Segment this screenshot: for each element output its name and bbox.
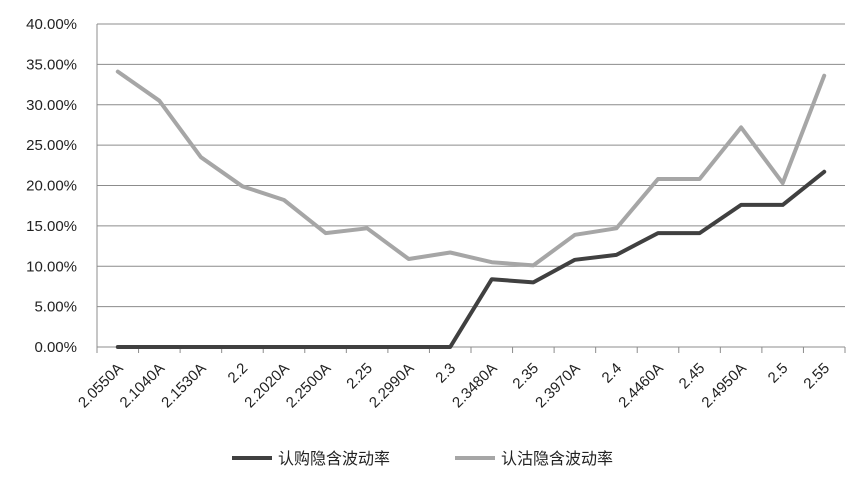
- y-tick-label: 30.00%: [26, 97, 77, 114]
- y-axis-tick-labels: 0.00% 5.00% 10.00% 15.00% 20.00% 25.00% 30.00%…: [26, 16, 77, 356]
- x-tick-label: 2.4460A: [615, 360, 667, 412]
- x-tick-label: 2.3480A: [449, 360, 501, 412]
- x-tick-label: 2.35: [509, 360, 542, 393]
- y-tick-label: 0.00%: [34, 339, 77, 356]
- x-tick-label: 2.2990A: [366, 360, 418, 412]
- x-tick-label: 2.4: [599, 360, 626, 387]
- x-tick-label: 2.2: [225, 360, 252, 387]
- y-tick-label: 25.00%: [26, 137, 77, 154]
- legend: 认购隐含波动率 认沽隐含波动率: [232, 449, 613, 468]
- series-line-put: [115, 69, 827, 268]
- gridlines: [97, 23, 845, 348]
- x-tick-label: 2.1040A: [117, 360, 169, 412]
- x-tick-label: 2.2500A: [283, 360, 335, 412]
- y-tick-label: 5.00%: [34, 299, 77, 316]
- x-tick-label: 2.4950A: [698, 360, 750, 412]
- x-tick-label: 2.0550A: [75, 360, 127, 412]
- y-tick-label: 35.00%: [26, 56, 77, 73]
- x-tick-label: 2.1530A: [158, 360, 210, 412]
- x-tick-label: 2.2020A: [241, 360, 293, 412]
- x-tick-label: 2.3970A: [532, 360, 584, 412]
- y-tick-label: 20.00%: [26, 178, 77, 195]
- y-tick-label: 15.00%: [26, 218, 77, 235]
- series-line-call: [115, 169, 827, 349]
- x-tick-label: 2.5: [765, 360, 792, 387]
- x-axis: [96, 24, 846, 353]
- x-tick-label: 2.3: [432, 360, 459, 387]
- series-lines: [115, 69, 827, 349]
- x-tick-label: 2.45: [676, 360, 709, 393]
- x-tick-label: 2.55: [800, 360, 833, 393]
- y-tick-label: 40.00%: [26, 16, 77, 33]
- legend-label-put: 认沽隐含波动率: [501, 449, 613, 468]
- legend-label-call: 认购隐含波动率: [278, 449, 390, 468]
- y-tick-label: 10.00%: [26, 258, 77, 275]
- x-tick-label: 2.25: [343, 360, 376, 393]
